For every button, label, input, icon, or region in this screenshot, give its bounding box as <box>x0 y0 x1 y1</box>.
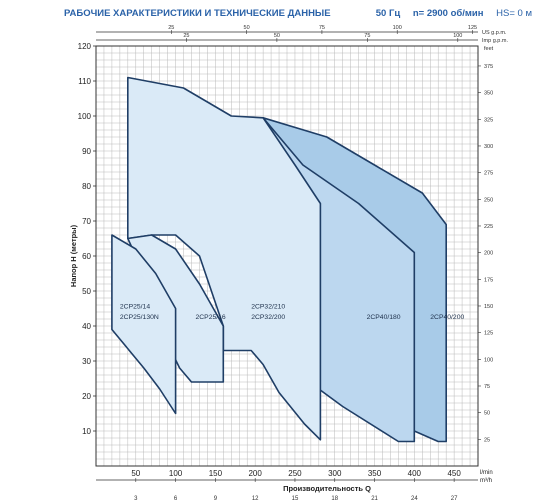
x-unit-label: l/min <box>480 470 493 476</box>
x-tick-label: 250 <box>288 469 302 478</box>
speed-label: n= 2900 об/мин <box>412 8 484 19</box>
right-tick-label: 325 <box>484 117 493 123</box>
x-tick-label: 100 <box>169 469 183 478</box>
spec-header: 50 Гц n= 2900 об/мин HS= 0 м <box>366 8 532 19</box>
right-tick-label: 300 <box>484 144 493 150</box>
right-tick-label: 100 <box>484 357 493 363</box>
y-tick-label: 70 <box>82 217 91 226</box>
secondary-bottom-tick-label: 15 <box>292 496 299 502</box>
top-axis-unit: US g.p.m. <box>482 30 507 36</box>
series-label: 2CP40/180 <box>367 314 401 321</box>
y-tick-label: 60 <box>82 252 91 261</box>
top-axis-tick-label: 25 <box>168 25 174 31</box>
right-tick-label: 275 <box>484 171 493 177</box>
pump-curve-areas <box>111 76 448 443</box>
right-tick-label: 175 <box>484 277 493 283</box>
secondary-bottom-tick-label: 27 <box>451 496 458 502</box>
secondary-bottom-tick-label: 21 <box>371 496 378 502</box>
secondary-bottom-tick-label: 9 <box>214 496 218 502</box>
series-labels: 2CP25/14 2CP25/130N 2CP25/16 2CP32/210 2CP32… <box>120 304 465 322</box>
right-tick-label: 125 <box>484 331 493 337</box>
y-tick-label: 10 <box>82 427 91 436</box>
series-label: 2CP25/14 <box>120 304 150 311</box>
y-tick-label: 30 <box>82 357 91 366</box>
chart-axes: 10 20 30 40 50 60 70 80 90 100 110 120 Напор H (метр… <box>69 25 508 502</box>
right-tick-label: 75 <box>484 384 490 390</box>
top-axis-tick-label: 75 <box>319 25 325 31</box>
top-axis-tick-label: 100 <box>453 33 462 39</box>
secondary-bottom-tick-label: 18 <box>331 496 338 502</box>
y-tick-label: 90 <box>82 147 91 156</box>
right-tick-label: 350 <box>484 91 493 97</box>
top-axis-tick-label: 75 <box>364 33 370 39</box>
secondary-bottom-tick-label: 24 <box>411 496 418 502</box>
x-tick-label: 450 <box>447 469 461 478</box>
y-tick-label: 40 <box>82 322 91 331</box>
y-axis-label: Напор H (метры) <box>69 224 78 287</box>
top-axis-tick-label: 50 <box>274 33 280 39</box>
series-label: 2CP32/210 <box>251 304 285 311</box>
right-tick-label: 200 <box>484 251 493 257</box>
top-axis-tick-label: 100 <box>393 25 402 31</box>
x-tick-label: 400 <box>408 469 422 478</box>
x-tick-label: 50 <box>131 469 140 478</box>
secondary-bottom-tick-label: 6 <box>174 496 178 502</box>
y-tick-label: 50 <box>82 287 91 296</box>
frequency-label: 50 Гц <box>375 8 401 19</box>
y-tick-label: 80 <box>82 182 91 191</box>
right-tick-label: 50 <box>484 411 490 417</box>
right-tick-label: 225 <box>484 224 493 230</box>
x-unit2-label: m³/h <box>480 478 492 484</box>
top-axis-unit: Imp g.p.m. <box>482 38 508 44</box>
x-tick-label: 150 <box>209 469 223 478</box>
y-tick-label: 120 <box>78 42 92 51</box>
right-tick-label: 150 <box>484 304 493 310</box>
series-label: 2CP25/130N <box>120 314 159 321</box>
series-label: 2CP25/16 <box>195 314 225 321</box>
series-area-2cp25-14 <box>111 234 177 415</box>
right-tick-label: 25 <box>484 437 490 443</box>
series-label: 2CP32/200 <box>251 314 285 321</box>
right-tick-label: 250 <box>484 197 493 203</box>
x-tick-label: 300 <box>328 469 342 478</box>
y-tick-label: 100 <box>78 112 92 121</box>
y-tick-label: 110 <box>78 77 91 86</box>
top-axis-tick-label: 50 <box>244 25 250 31</box>
secondary-bottom-tick-label: 12 <box>252 496 259 502</box>
top-axis-tick-label: 25 <box>183 33 189 39</box>
x-tick-label: 200 <box>248 469 262 478</box>
series-area-2cp32-210 <box>127 76 322 441</box>
right-axis-unit: feet <box>484 46 494 52</box>
suction-head-label: HS= 0 м <box>496 8 532 19</box>
y-tick-label: 20 <box>82 392 91 401</box>
top-axis-tick-label: 125 <box>468 25 477 31</box>
secondary-bottom-tick-label: 3 <box>134 496 138 502</box>
series-label: 2CP40/200 <box>430 314 464 321</box>
right-tick-label: 375 <box>484 64 493 70</box>
chart-title-header: РАБОЧИЕ ХАРАКТЕРИСТИКИ И ТЕХНИЧЕСКИЕ ДАН… <box>64 8 331 19</box>
x-axis-label: Производительность Q <box>283 484 371 493</box>
x-tick-label: 350 <box>368 469 382 478</box>
